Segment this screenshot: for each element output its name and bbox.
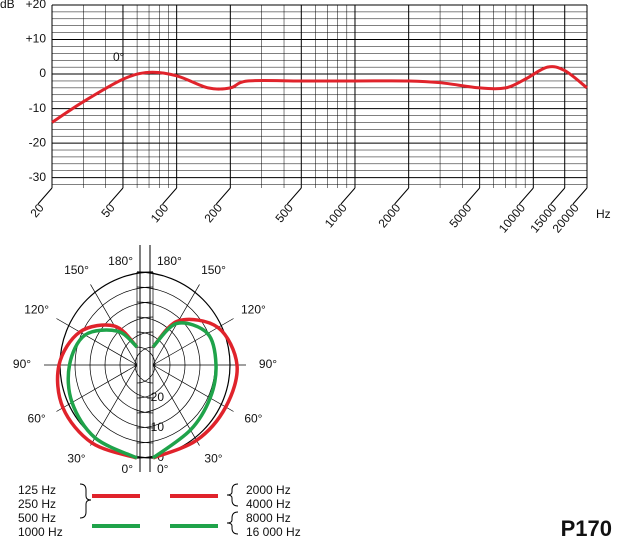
spoke: [56, 364, 138, 412]
angle-label: 0°: [157, 462, 169, 476]
x-tick: [340, 187, 356, 205]
y-tick-label: -20: [29, 135, 47, 149]
model-name: P170: [561, 516, 612, 541]
y-tick-label: +20: [26, 0, 47, 11]
polar-curve: [66, 328, 139, 460]
angle-label: 30°: [204, 452, 222, 466]
grid-circle: [74, 286, 154, 444]
angle-label: 150°: [64, 263, 89, 277]
x-tick: [162, 187, 178, 205]
legend-label: 8000 Hz: [246, 511, 291, 525]
legend-label: 16 000 Hz: [246, 525, 301, 539]
angle-label: 120°: [241, 303, 266, 317]
x-tick-label: 20: [27, 201, 47, 220]
x-tick: [518, 187, 534, 205]
spoke: [152, 364, 200, 446]
spoke: [56, 318, 138, 366]
brace: [226, 511, 239, 535]
spoke: [90, 364, 138, 446]
x-tick: [572, 187, 588, 205]
angle-label: 180°: [157, 254, 182, 268]
response-curve: [51, 65, 588, 124]
r-tick-label: -20: [147, 390, 165, 404]
x-tick: [465, 187, 481, 205]
r-tick-label: 0: [157, 450, 164, 464]
angle-label: 30°: [67, 452, 85, 466]
x-tick-label: 200: [201, 201, 225, 226]
legend-label: 125 Hz: [18, 483, 56, 497]
angle-label: 120°: [24, 303, 49, 317]
legend-label: 4000 Hz: [246, 497, 291, 511]
grid-circle: [104, 316, 154, 414]
legend-label: 500 Hz: [18, 511, 56, 525]
legend-label: 1000 Hz: [18, 525, 63, 539]
brace: [226, 483, 239, 507]
y-tick-label: -10: [29, 101, 47, 115]
angle-label: 90°: [259, 357, 277, 371]
x-tick-label: 10000: [496, 201, 528, 236]
angle-label: 60°: [28, 412, 46, 426]
spoke: [152, 364, 234, 412]
angle-note: 0°: [113, 50, 125, 64]
spoke: [152, 318, 234, 366]
y-tick-label: -30: [29, 170, 47, 184]
angle-label: 180°: [108, 254, 133, 268]
y-tick-label: 0: [39, 66, 46, 80]
y-unit: dB: [0, 0, 15, 11]
x-tick: [108, 187, 124, 205]
y-tick-label: +10: [26, 32, 47, 46]
x-tick: [286, 187, 302, 205]
x-tick-label: 2000: [376, 201, 404, 231]
polar-curve: [151, 317, 239, 460]
polar-curve: [55, 323, 139, 460]
x-tick: [215, 187, 231, 205]
grid-circle: [89, 301, 154, 429]
grid-circle: [119, 331, 154, 399]
x-unit: Hz: [596, 207, 611, 221]
brace: [79, 483, 92, 519]
x-tick: [37, 187, 53, 205]
angle-label: 150°: [201, 263, 226, 277]
r-tick-label: -10: [147, 420, 165, 434]
legend-label: 2000 Hz: [246, 483, 291, 497]
grid-circle: [134, 346, 154, 384]
x-tick: [550, 187, 566, 205]
x-tick: [394, 187, 410, 205]
x-tick-label: 100: [148, 201, 172, 226]
x-tick-label: 5000: [446, 201, 474, 231]
x-tick-label: 1000: [322, 201, 350, 231]
x-tick-label: 500: [272, 201, 296, 226]
x-tick-label: 50: [98, 201, 118, 220]
polar-curve: [151, 321, 218, 460]
angle-label: 60°: [244, 412, 262, 426]
angle-label: 0°: [122, 462, 134, 476]
angle-label: 90°: [13, 357, 31, 371]
legend-label: 250 Hz: [18, 497, 56, 511]
